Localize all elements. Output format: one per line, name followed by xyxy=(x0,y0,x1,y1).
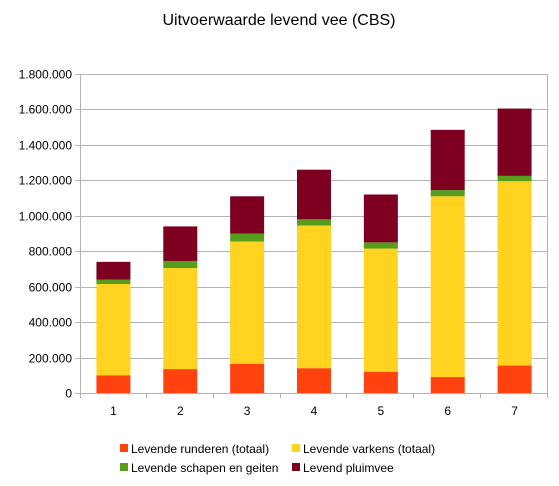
bar-segment xyxy=(230,196,265,234)
bar-segment xyxy=(430,129,465,191)
bar-segment xyxy=(163,268,198,370)
bar-segment xyxy=(96,284,131,376)
y-tick-label: 1.200.000 xyxy=(19,174,73,188)
legend-swatch xyxy=(120,463,128,471)
x-tick-label: 1 xyxy=(110,404,117,418)
bar-segment xyxy=(230,363,265,393)
bar-segment xyxy=(297,368,331,393)
bar-segment xyxy=(163,226,198,261)
bar-segment xyxy=(96,261,131,280)
chart-title: Uitvoerwaarde levend vee (CBS) xyxy=(163,12,396,29)
y-tick-label: 800.000 xyxy=(29,245,73,259)
legend-swatch xyxy=(292,463,300,471)
bar-segment xyxy=(163,260,198,269)
y-tick-label: 1.000.000 xyxy=(19,210,73,224)
x-tick-label: 7 xyxy=(511,404,518,418)
legend-label: Levende runderen (totaal) xyxy=(131,442,269,456)
bars xyxy=(96,108,532,393)
y-tick-label: 1.400.000 xyxy=(19,139,73,153)
bar-segment xyxy=(363,242,398,249)
bar-segment xyxy=(497,181,532,366)
y-tick-label: 0 xyxy=(65,387,72,401)
legend-label: Levende varkens (totaal) xyxy=(303,442,435,456)
x-axis-ticks: 1 2 3 4 5 6 7 xyxy=(110,404,518,418)
x-tick-label: 6 xyxy=(444,404,451,418)
x-tick-label: 2 xyxy=(177,404,184,418)
legend-label: Levende schapen en geiten xyxy=(131,461,278,475)
legend-label: Levend pluimvee xyxy=(303,461,394,475)
y-tick-label: 400.000 xyxy=(29,316,73,330)
y-tick-label: 1.800.000 xyxy=(19,68,73,82)
bar-segment xyxy=(96,279,131,285)
bar-segment xyxy=(297,169,331,220)
bar-segment xyxy=(430,377,465,393)
bar-segment xyxy=(96,375,131,393)
bar-segment xyxy=(497,108,532,176)
x-tick-label: 4 xyxy=(311,404,318,418)
legend: Levende runderen (totaal) Levende varkens… xyxy=(120,442,435,475)
bar-segment xyxy=(497,175,532,182)
legend-swatch xyxy=(120,444,128,452)
axes xyxy=(80,74,548,398)
legend-swatch xyxy=(292,444,300,452)
bar-segment xyxy=(363,248,398,372)
bar-segment xyxy=(497,365,532,393)
bar-segment xyxy=(430,190,465,197)
bar-segment xyxy=(297,225,331,369)
x-tick-label: 5 xyxy=(378,404,385,418)
bar-segment xyxy=(430,196,465,378)
y-tick-label: 1.600.000 xyxy=(19,103,73,117)
bar-segment xyxy=(363,371,398,393)
bar-segment xyxy=(230,233,265,242)
bar-segment xyxy=(363,194,398,243)
y-tick-label: 200.000 xyxy=(29,352,73,366)
bar-segment xyxy=(163,369,198,393)
y-tick-label: 600.000 xyxy=(29,281,73,295)
bar-segment xyxy=(297,219,331,226)
bar-segment xyxy=(230,241,265,364)
y-axis-ticks: 0 200.000 400.000 600.000 800.000 1.000.000 1.… xyxy=(19,68,73,401)
x-tick-label: 3 xyxy=(244,404,251,418)
